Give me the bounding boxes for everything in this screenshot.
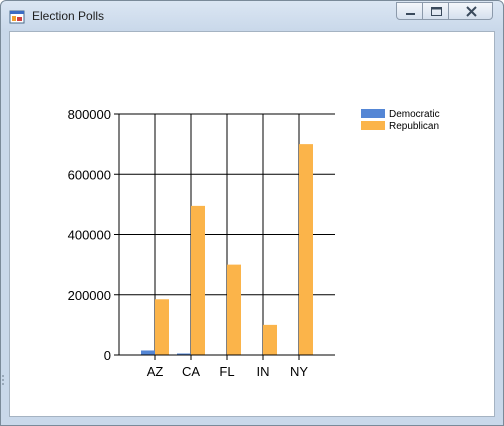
legend-label-republican: Republican: [389, 121, 439, 132]
bar-republican-az: [155, 299, 169, 355]
bar-republican-ny: [299, 144, 313, 355]
y-tick-label: 400000: [68, 228, 111, 243]
bar-republican-in: [263, 325, 277, 355]
y-tick-label: 600000: [68, 167, 111, 182]
y-tick-label: 0: [104, 348, 111, 363]
minimize-icon: [397, 3, 424, 21]
maximize-icon: [423, 3, 450, 21]
x-tick-label: AZ: [147, 364, 164, 379]
x-tick-label: NY: [290, 364, 308, 379]
bar-chart: 800000 600000 400000 200000 0 AZ CA FL IN NY Demo…: [10, 32, 496, 418]
x-tick-label: CA: [182, 364, 200, 379]
legend-swatch-republican: [361, 121, 385, 130]
bar-republican-ca: [191, 206, 205, 355]
y-tick-label: 200000: [68, 288, 111, 303]
title-bar[interactable]: Election Polls: [1, 1, 503, 31]
legend-swatch-democratic: [361, 109, 385, 118]
maximize-button[interactable]: [422, 2, 449, 20]
chart-area: 800000 600000 400000 200000 0 AZ CA FL IN NY Demo…: [9, 31, 495, 417]
x-tick-label: IN: [257, 364, 270, 379]
bar-democratic-az: [141, 350, 155, 355]
resize-grip-icon[interactable]: [1, 373, 7, 387]
x-tick-label: FL: [219, 364, 234, 379]
app-icon[interactable]: [9, 9, 25, 25]
bar-republican-fl: [227, 265, 241, 355]
y-tick-label: 800000: [68, 107, 111, 122]
close-icon: [449, 3, 494, 21]
window-title: Election Polls: [32, 9, 104, 23]
minimize-button[interactable]: [396, 2, 423, 20]
close-button[interactable]: [448, 2, 493, 20]
legend-label-democratic: Democratic: [389, 109, 440, 120]
